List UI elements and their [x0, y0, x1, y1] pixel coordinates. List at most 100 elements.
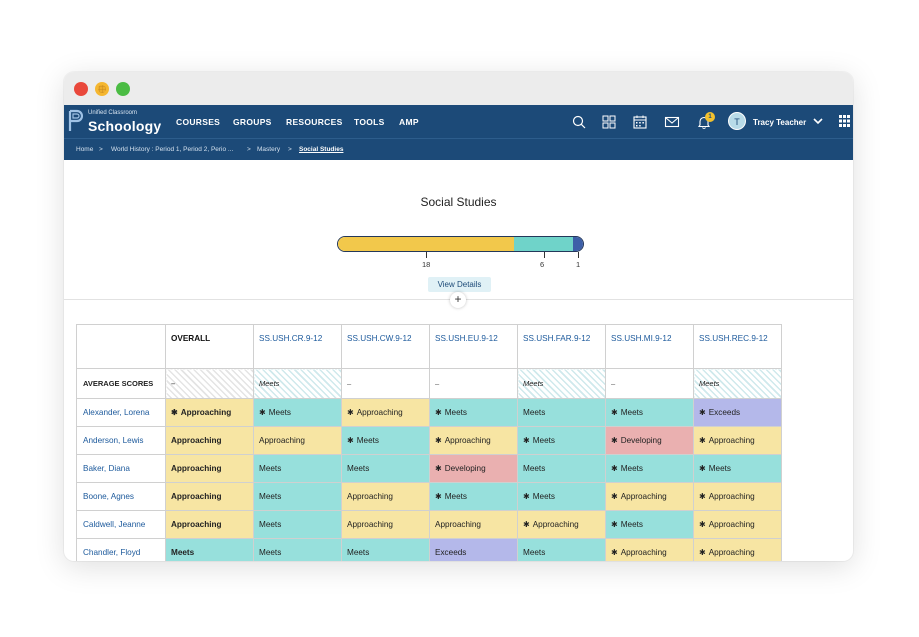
- overall-score-cell[interactable]: Approaching: [165, 426, 254, 455]
- star-icon: ✱: [171, 408, 178, 417]
- overall-score-cell[interactable]: Meets: [165, 538, 254, 561]
- nav-amp[interactable]: AMP: [399, 117, 419, 127]
- score-label: Approaching: [171, 464, 222, 473]
- mastery-score-cell[interactable]: ✱ Meets: [517, 426, 606, 455]
- mastery-score-cell[interactable]: ✱ Meets: [605, 454, 694, 483]
- apps-grid-icon[interactable]: [601, 114, 617, 130]
- score-label: Approaching: [444, 436, 491, 445]
- mastery-score-cell[interactable]: ✱ Meets: [605, 398, 694, 427]
- score-label: Meets: [356, 436, 379, 445]
- view-details-button[interactable]: View Details: [428, 277, 491, 292]
- chevron-down-icon[interactable]: [812, 115, 824, 127]
- mastery-score-cell[interactable]: ✱ Developing: [605, 426, 694, 455]
- avatar[interactable]: T: [728, 112, 746, 130]
- overall-score-cell[interactable]: Approaching: [165, 510, 254, 539]
- breadcrumb-course[interactable]: World History : Period 1, Period 2, Peri…: [111, 146, 234, 153]
- column-header-standard[interactable]: SS.USH.CR.9-12: [253, 324, 342, 369]
- mastery-score-cell[interactable]: Meets: [341, 538, 430, 561]
- mastery-score-cell[interactable]: Approaching: [429, 510, 518, 539]
- nav-tools[interactable]: TOOLS: [354, 117, 385, 127]
- column-header-standard[interactable]: SS.USH.FAR.9-12: [517, 324, 606, 369]
- table-row: Boone, Agnes Approaching Meets Approaching ✱…: [76, 482, 782, 511]
- score-label: Meets: [523, 464, 546, 473]
- schoology-logo-icon[interactable]: [68, 109, 83, 133]
- nav-groups[interactable]: GROUPS: [233, 117, 272, 127]
- mastery-score-cell[interactable]: ✱ Approaching: [605, 482, 694, 511]
- average-score-cell: Meets: [693, 368, 782, 399]
- score-label: Meets: [259, 520, 282, 529]
- mastery-score-cell[interactable]: Meets: [253, 482, 342, 511]
- score-label: Approaching: [435, 520, 481, 529]
- overall-score-cell[interactable]: Approaching: [165, 454, 254, 483]
- mastery-score-cell[interactable]: Meets: [253, 538, 342, 561]
- mastery-score-cell[interactable]: ✱ Meets: [341, 426, 430, 455]
- breadcrumb-home[interactable]: Home: [76, 146, 94, 153]
- mastery-score-cell[interactable]: Meets: [517, 454, 606, 483]
- overall-score-cell[interactable]: Approaching: [165, 482, 254, 511]
- table-row: Alexander, Lorena ✱ Approaching ✱ Meets ✱ Appr…: [76, 398, 782, 427]
- mastery-score-cell[interactable]: ✱ Approaching: [341, 398, 430, 427]
- mastery-score-cell[interactable]: Approaching: [341, 482, 430, 511]
- approaching-tick: [426, 252, 427, 258]
- maximize-window-button[interactable]: [116, 82, 130, 96]
- mastery-score-cell[interactable]: Meets: [341, 454, 430, 483]
- mastery-score-cell[interactable]: ✱ Approaching: [693, 510, 782, 539]
- column-header-standard[interactable]: SS.USH.CW.9-12: [341, 324, 430, 369]
- score-label: Meets: [523, 548, 546, 557]
- student-name-link[interactable]: Anderson, Lewis: [76, 426, 166, 455]
- mastery-score-cell[interactable]: ✱ Approaching: [693, 426, 782, 455]
- close-window-button[interactable]: [74, 82, 88, 96]
- mastery-score-cell[interactable]: Meets: [253, 454, 342, 483]
- breadcrumb-mastery[interactable]: Mastery: [257, 146, 281, 153]
- mail-icon[interactable]: [664, 114, 680, 130]
- column-header-standard[interactable]: SS.USH.MI.9-12: [605, 324, 694, 369]
- exceeds-tick: [578, 252, 579, 258]
- mastery-score-cell[interactable]: Approaching: [341, 510, 430, 539]
- star-icon: ✱: [611, 464, 618, 473]
- student-name-link[interactable]: Baker, Diana: [76, 454, 166, 483]
- user-name[interactable]: Tracy Teacher: [753, 118, 807, 127]
- mastery-score-cell[interactable]: ✱ Approaching: [693, 482, 782, 511]
- column-header-standard[interactable]: SS.USH.REC.9-12: [693, 324, 782, 369]
- calendar-icon[interactable]: [632, 114, 648, 130]
- star-icon: ✱: [699, 520, 706, 529]
- mastery-score-cell[interactable]: ✱ Approaching: [605, 538, 694, 561]
- mastery-score-cell[interactable]: Approaching: [253, 426, 342, 455]
- mastery-score-cell[interactable]: ✱ Meets: [517, 482, 606, 511]
- mastery-score-cell[interactable]: ✱ Exceeds: [693, 398, 782, 427]
- table-row: Anderson, Lewis Approaching Approaching ✱ Me…: [76, 426, 782, 455]
- mastery-score-cell[interactable]: Meets: [517, 398, 606, 427]
- mastery-score-cell[interactable]: ✱ Meets: [253, 398, 342, 427]
- mastery-score-cell[interactable]: ✱ Developing: [429, 454, 518, 483]
- mastery-score-cell[interactable]: Meets: [253, 510, 342, 539]
- star-icon: ✱: [523, 436, 530, 445]
- search-icon[interactable]: [571, 114, 587, 130]
- mastery-score-cell[interactable]: ✱ Approaching: [693, 538, 782, 561]
- app-launcher-icon[interactable]: [838, 114, 851, 128]
- score-label: Meets: [620, 520, 643, 529]
- student-name-link[interactable]: Caldwell, Jeanne: [76, 510, 166, 539]
- mastery-score-cell[interactable]: ✱ Meets: [429, 398, 518, 427]
- student-name-link[interactable]: Chandler, Floyd: [76, 538, 166, 561]
- mastery-score-cell[interactable]: Exceeds: [429, 538, 518, 561]
- exceeds-count: 1: [576, 260, 581, 269]
- column-header-standard[interactable]: SS.USH.EU.9-12: [429, 324, 518, 369]
- mastery-score-cell[interactable]: ✱ Meets: [429, 482, 518, 511]
- student-name-link[interactable]: Alexander, Lorena: [76, 398, 166, 427]
- column-header-overall: OVERALL: [165, 324, 254, 369]
- student-name-link[interactable]: Boone, Agnes: [76, 482, 166, 511]
- mastery-score-cell[interactable]: ✱ Meets: [605, 510, 694, 539]
- overall-score-cell[interactable]: ✱ Approaching: [165, 398, 254, 427]
- logo-tagline: Unified Classroom: [88, 110, 138, 116]
- mastery-score-cell[interactable]: ✱ Approaching: [429, 426, 518, 455]
- star-icon: ✱: [611, 408, 618, 417]
- logo-wordmark[interactable]: Schoology: [88, 118, 162, 134]
- mastery-score-cell[interactable]: Meets: [517, 538, 606, 561]
- mastery-score-cell[interactable]: ✱ Meets: [693, 454, 782, 483]
- expand-plus-button[interactable]: +: [450, 292, 466, 308]
- nav-resources[interactable]: RESOURCES: [286, 117, 343, 127]
- nav-courses[interactable]: COURSES: [176, 117, 221, 127]
- mastery-score-cell[interactable]: ✱ Approaching: [517, 510, 606, 539]
- minimize-window-button[interactable]: [95, 82, 109, 96]
- breadcrumb-separator: >: [288, 146, 292, 153]
